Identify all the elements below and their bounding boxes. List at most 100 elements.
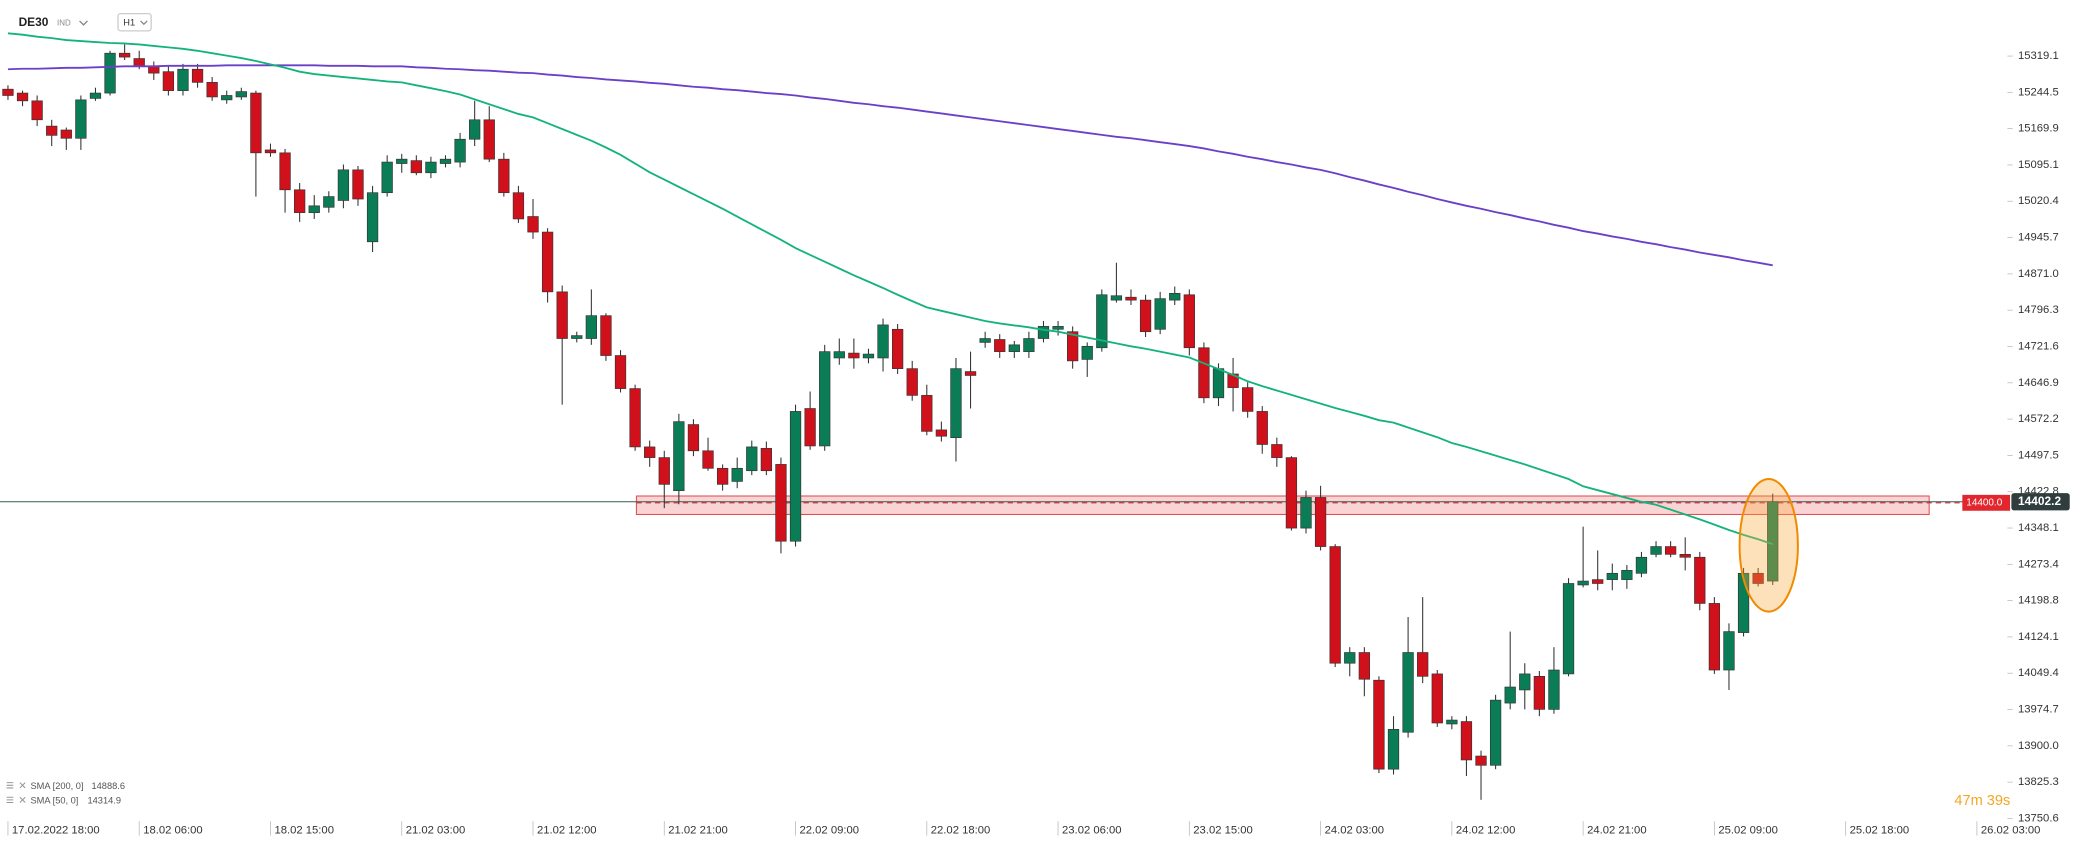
candle-body xyxy=(1446,719,1458,725)
candle-body xyxy=(1052,326,1064,330)
y-tick-label: 14871.0 xyxy=(2018,268,2059,280)
candle-body xyxy=(979,338,991,343)
candle-body xyxy=(352,169,364,200)
interval-box[interactable] xyxy=(117,12,152,32)
candle-body xyxy=(1519,673,1531,691)
candle-body xyxy=(410,160,422,174)
x-tick-label: 18.02 06:00 xyxy=(143,824,203,836)
legend-icon xyxy=(19,782,26,803)
candle-body xyxy=(75,99,87,139)
candle-body xyxy=(439,158,452,164)
candle-body xyxy=(848,352,860,359)
candle-body xyxy=(133,58,145,67)
candle-body xyxy=(1650,546,1662,555)
candle-body xyxy=(104,52,116,94)
candle-body xyxy=(1373,679,1385,770)
candle-body xyxy=(1183,294,1195,349)
y-tick-label: 14497.5 xyxy=(2018,449,2059,461)
y-tick-label: 15020.4 xyxy=(2018,195,2059,207)
x-tick-label: 18.02 15:00 xyxy=(274,824,334,836)
candle-body xyxy=(556,291,568,339)
dropdown-caret xyxy=(140,20,148,26)
sma-line xyxy=(7,32,1774,546)
candle-body xyxy=(454,138,466,163)
x-tick-label: 26.02 03:00 xyxy=(1981,824,2041,836)
candle-body xyxy=(308,205,320,213)
candle-body xyxy=(148,65,160,74)
resistance-zone xyxy=(635,495,1930,516)
candle-body xyxy=(921,395,933,432)
candle-body xyxy=(60,129,72,139)
candle-body xyxy=(1431,673,1443,724)
candle-body xyxy=(658,457,670,485)
candle-body xyxy=(950,368,962,439)
candle-body xyxy=(1344,652,1356,664)
candle-body xyxy=(469,119,481,140)
legend-label: SMA [50, 0] xyxy=(30,796,78,806)
candle-body xyxy=(1387,728,1400,770)
candle-body xyxy=(1008,344,1020,352)
x-tick-label: 24.02 12:00 xyxy=(1456,824,1516,836)
candle-body xyxy=(46,125,58,136)
candle-body xyxy=(1169,292,1181,301)
y-tick-label: 14049.4 xyxy=(2018,667,2059,679)
legend-icon xyxy=(6,782,14,804)
dropdown-caret xyxy=(79,20,88,26)
y-tick-label: 13825.3 xyxy=(2018,776,2059,788)
x-tick-label: 24.02 21:00 xyxy=(1587,824,1647,836)
plot-area xyxy=(0,32,1989,800)
candle-body xyxy=(89,92,102,99)
interval-selector[interactable]: H1 xyxy=(117,12,152,32)
axes: 15319.1 15244.5 15169.9 15095.1 15020.4 14945… xyxy=(7,50,2070,836)
candle-body xyxy=(483,119,495,160)
symbol[interactable]: DE30 xyxy=(19,15,49,29)
x-tick-label: 22.02 09:00 xyxy=(800,824,860,836)
y-tick-label: 14646.9 xyxy=(2018,377,2059,389)
candle-body xyxy=(1285,457,1298,529)
candle-body xyxy=(585,315,597,339)
candle-body xyxy=(600,315,612,356)
legend: SMA [200, 0] 14888.6 SMA [50, 0] 14314.9 xyxy=(6,781,125,806)
candle-body xyxy=(1621,570,1633,580)
x-tick-label: 23.02 06:00 xyxy=(1062,824,1122,836)
candle-body xyxy=(1154,298,1166,330)
candle-body xyxy=(1475,755,1487,766)
sma-line xyxy=(7,64,1773,267)
y-tick-label: 14348.1 xyxy=(2018,522,2059,534)
candle-body xyxy=(571,335,583,339)
x-tick-label: 25.02 09:00 xyxy=(1718,824,1778,836)
y-tick-label: 14721.6 xyxy=(2018,340,2059,352)
candle-body xyxy=(1271,444,1283,458)
legend-value: 14314.9 xyxy=(88,796,122,806)
candle-body xyxy=(512,192,525,220)
y-tick-label: 15244.5 xyxy=(2018,86,2059,98)
candle-body xyxy=(1212,368,1225,399)
x-tick-label: 21.02 21:00 xyxy=(668,824,728,836)
candle-body xyxy=(702,450,714,469)
candle-body xyxy=(1723,631,1735,671)
candle-body xyxy=(1489,699,1502,766)
candle-body xyxy=(833,351,845,359)
candle-body xyxy=(1460,721,1473,761)
candle-body xyxy=(1314,497,1327,547)
candle-body xyxy=(191,68,204,83)
candle-body xyxy=(1198,347,1210,399)
candle-body xyxy=(366,192,379,243)
candle-body xyxy=(877,324,889,359)
y-tick-label: 13900.0 xyxy=(2018,740,2059,752)
last-price-box xyxy=(2011,493,2070,511)
x-tick-label: 21.02 12:00 xyxy=(537,824,597,836)
candle-body xyxy=(1242,387,1254,412)
candle-body xyxy=(819,351,831,447)
candle-body xyxy=(177,68,189,91)
candle-body xyxy=(1606,572,1618,580)
candle-body xyxy=(16,92,29,102)
candle-body xyxy=(1577,580,1589,586)
symbol-selector[interactable]: DE30 IND xyxy=(19,15,88,29)
candle-body xyxy=(1767,501,1779,582)
candle-body xyxy=(891,328,904,369)
y-tick-label: 14572.2 xyxy=(2018,413,2059,425)
y-tick-label: 13974.7 xyxy=(2018,704,2059,716)
candle-body xyxy=(1635,556,1648,574)
